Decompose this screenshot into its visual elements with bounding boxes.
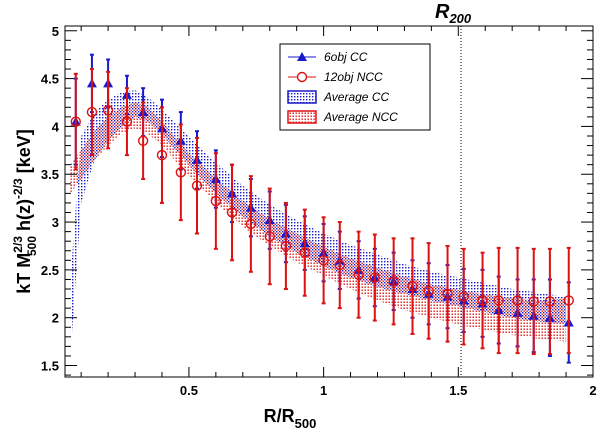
legend-entry: 6obj CC: [288, 50, 368, 64]
point-ncc: [86, 106, 98, 118]
point-ncc: [442, 288, 453, 299]
r200-label: R200: [435, 1, 472, 26]
point-ncc: [70, 116, 81, 127]
y-tick-label: 2: [52, 311, 59, 326]
point-ncc: [563, 295, 574, 306]
point-ncc: [477, 295, 488, 306]
point-ncc: [280, 240, 292, 252]
y-tick-label: 1.5: [41, 359, 59, 374]
legend: 6obj CC 12obj NCC Average CC Average NCC: [279, 43, 431, 131]
legend-label: 12obj NCC: [324, 70, 383, 84]
x-tick-label: 0.5: [180, 383, 198, 398]
point-ncc: [210, 195, 222, 207]
point-ncc: [407, 280, 418, 292]
legend-label: Average NCC: [323, 110, 398, 124]
y-tick-label: 4.5: [41, 72, 59, 87]
legend-entry: Average NCC: [287, 110, 398, 124]
point-ncc: [423, 285, 434, 297]
point-ncc: [334, 259, 345, 271]
point-ncc: [102, 104, 114, 116]
y-tick-label: 5: [52, 24, 59, 39]
legend-entry: 12obj NCC: [288, 70, 383, 84]
point-ncc: [121, 116, 133, 127]
legend-swatch: [287, 110, 317, 124]
axes: [64, 25, 594, 378]
point-ncc: [264, 231, 275, 242]
y-tick-label: 3: [52, 215, 59, 230]
point-ncc: [318, 255, 329, 266]
legend-entry: Average CC: [287, 90, 389, 104]
point-ncc: [137, 135, 149, 146]
y-tick-label: 2.5: [41, 263, 59, 278]
point-ncc: [493, 295, 504, 306]
point-ncc: [191, 180, 203, 191]
data-layer: [70, 53, 574, 364]
point-ncc: [528, 296, 539, 307]
x-tick-label: 2: [589, 383, 596, 398]
legend-label: 6obj CC: [324, 50, 368, 64]
labels-layer: 0.5 1 1.5 2 1.5 2 2.5 3 3.5 4 4.5 5 R/R500 kT M2/3500…: [11, 1, 597, 431]
x-tick-label: 1.5: [449, 383, 467, 398]
x-axis-title: R/R500: [264, 406, 317, 431]
point-ncc: [226, 207, 238, 218]
y-tick-label: 4: [52, 119, 60, 134]
legend-marker-ncc: [296, 71, 308, 83]
point-ncc: [299, 247, 310, 258]
plot-frame: [64, 25, 594, 378]
point-ncc: [245, 218, 257, 230]
y-axis-title-text: kT M2/3500 h(z)-2/3 [keV]: [11, 129, 39, 293]
point-ncc: [156, 149, 168, 161]
y-axis-title: kT M2/3500 h(z)-2/3 [keV]: [11, 129, 39, 293]
point-ncc: [388, 276, 399, 287]
point-ncc: [544, 296, 556, 307]
point-ncc: [369, 272, 380, 283]
point-ncc: [458, 291, 469, 302]
legend-swatch: [287, 90, 317, 104]
point-ncc: [512, 295, 523, 306]
legend-marker-cc: [297, 52, 307, 61]
legend-label: Average CC: [323, 90, 389, 104]
point-ncc: [175, 167, 187, 178]
point-ncc: [353, 269, 364, 280]
x-tick-label: 1: [320, 383, 327, 398]
y-tick-label: 3.5: [41, 167, 59, 182]
